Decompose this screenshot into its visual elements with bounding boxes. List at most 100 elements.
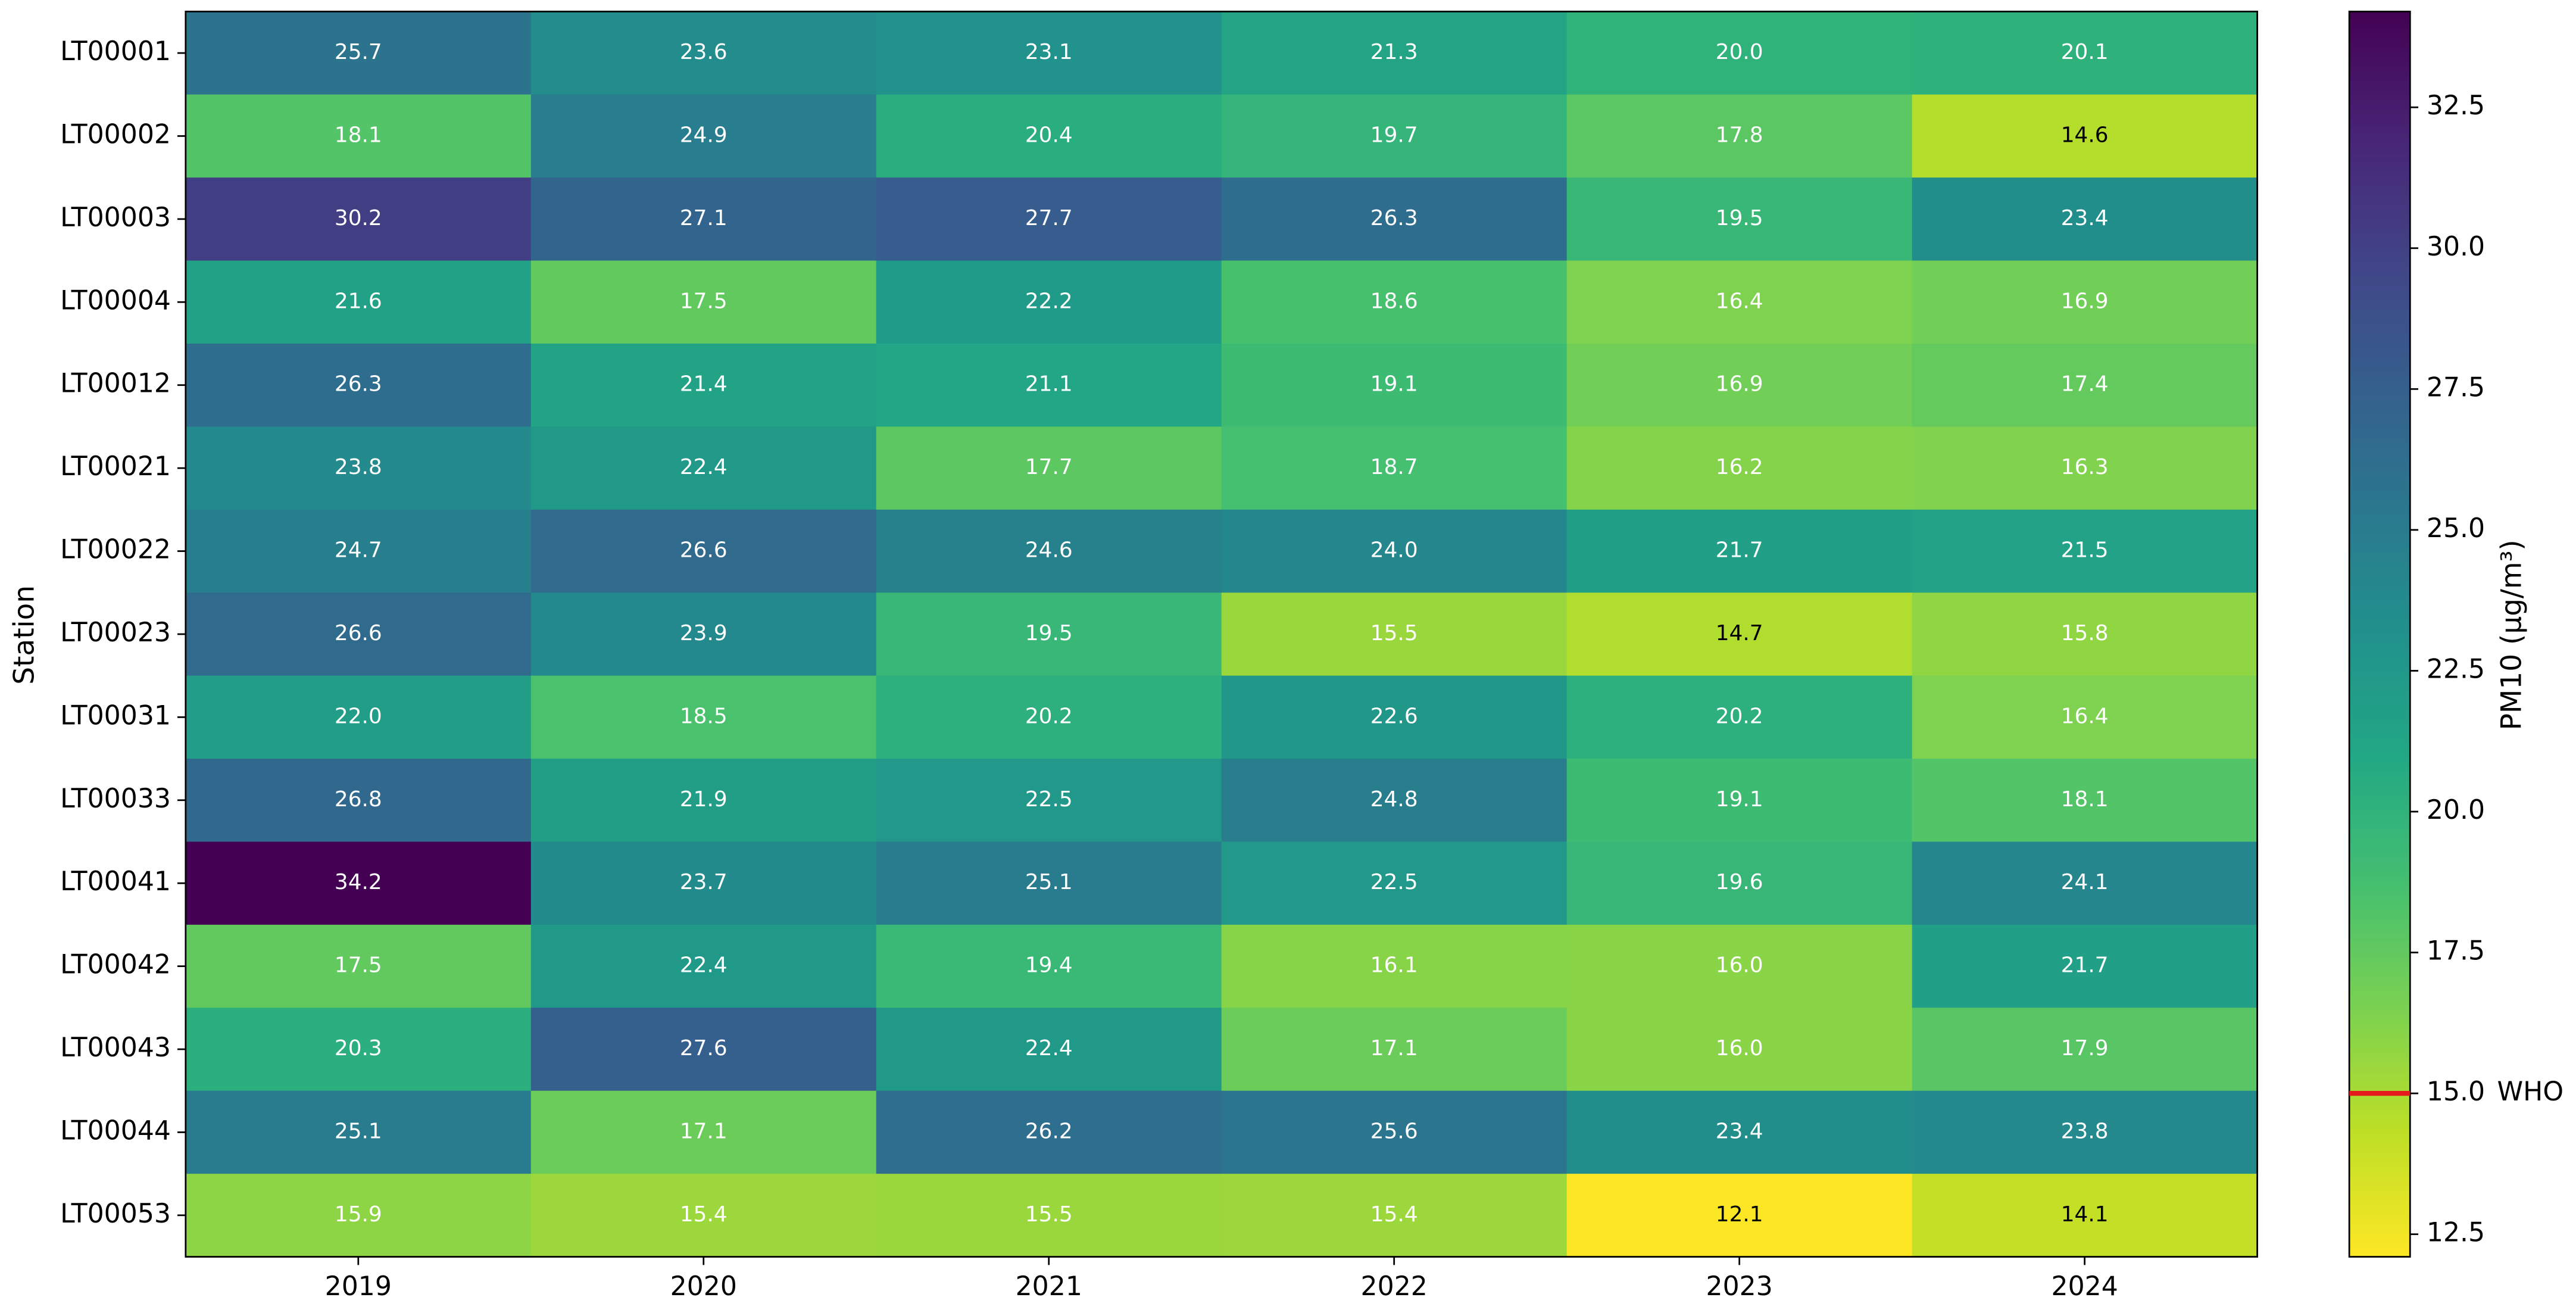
cell-label: 26.6 (335, 621, 382, 645)
heatmap-cell (185, 841, 532, 926)
cell-label: 30.2 (335, 206, 382, 230)
cell-label: 18.1 (2061, 787, 2109, 812)
cell-label: 24.0 (1370, 538, 1418, 563)
heatmap-cell (1912, 924, 2259, 1009)
heatmap-cell (876, 509, 1223, 594)
y-tick-label: LT00001 (60, 36, 171, 67)
heatmap-cell (530, 94, 878, 179)
heatmap-cell (530, 177, 878, 261)
heatmap-cell (1912, 841, 2259, 926)
cell-label: 20.0 (1716, 40, 1763, 64)
heatmap-cell (876, 924, 1223, 1009)
heatmap-cell (530, 759, 878, 843)
heatmap-cell (1566, 1174, 1913, 1258)
cell-label: 24.8 (1370, 787, 1418, 812)
y-tick-label: LT00021 (60, 451, 171, 482)
y-tick-label: LT00043 (60, 1033, 171, 1063)
heatmap-cell (185, 1008, 532, 1092)
cell-label: 21.7 (2061, 953, 2109, 978)
cell-label: 23.6 (680, 40, 727, 64)
cell-label: 23.8 (335, 455, 382, 479)
heatmap-cell (876, 592, 1223, 677)
x-tick-label: 2024 (2052, 1271, 2118, 1302)
cell-label: 21.7 (1716, 538, 1763, 563)
cell-label: 15.8 (2061, 621, 2109, 645)
heatmap-cell (876, 426, 1223, 511)
heatmap-cell (1912, 759, 2259, 843)
cell-label: 16.9 (1716, 372, 1763, 397)
heatmap-cell (185, 177, 532, 261)
colorbar-tick-label: 22.5 (2427, 654, 2485, 684)
cell-label: 18.7 (1370, 455, 1418, 479)
heatmap-cell (185, 759, 532, 843)
heatmap-cell (1221, 1008, 1568, 1092)
cell-label: 21.6 (335, 289, 382, 313)
heatmap-cell (185, 343, 532, 428)
cell-label: 21.5 (2061, 538, 2109, 563)
heatmap-cell (185, 94, 532, 179)
cell-label: 17.1 (1370, 1036, 1418, 1061)
cell-label: 15.5 (1370, 621, 1418, 645)
heatmap-cell (1912, 426, 2259, 511)
y-tick-label: LT00023 (60, 618, 171, 648)
cell-label: 25.7 (335, 40, 382, 64)
cell-label: 19.7 (1370, 123, 1418, 147)
heatmap-cell (1221, 426, 1568, 511)
cell-label: 22.0 (335, 704, 382, 728)
heatmap-cell (1566, 177, 1913, 261)
heatmap-cell (1566, 592, 1913, 677)
cell-label: 27.6 (680, 1036, 727, 1061)
y-tick-label: LT00003 (60, 202, 171, 233)
heatmap-cell (530, 841, 878, 926)
heatmap-cell (530, 592, 878, 677)
cell-label: 18.5 (680, 704, 727, 728)
heatmap-cell (876, 1174, 1223, 1258)
cell-label: 19.1 (1716, 787, 1763, 812)
cell-label: 21.3 (1370, 40, 1418, 64)
heatmap-cell (1566, 924, 1913, 1009)
cell-label: 19.1 (1370, 372, 1418, 397)
cell-label: 26.8 (335, 787, 382, 812)
colorbar-title: PM10 (μg/m³) (2496, 540, 2528, 730)
cell-label: 24.9 (680, 123, 727, 147)
heatmap-cell (1221, 675, 1568, 760)
cell-label: 22.5 (1025, 787, 1073, 812)
heatmap-cell (876, 177, 1223, 261)
heatmap-cell (876, 1090, 1223, 1175)
x-tick-label: 2019 (325, 1271, 392, 1302)
cell-label: 17.5 (680, 289, 727, 313)
cell-label: 23.7 (680, 870, 727, 894)
heatmap-cell (1566, 343, 1913, 428)
colorbar-tick-label: 27.5 (2427, 372, 2485, 403)
heatmap-cell (530, 260, 878, 345)
y-tick-label: LT00041 (60, 866, 171, 897)
cell-label: 26.2 (1025, 1119, 1073, 1143)
colorbar-tick-label: 17.5 (2427, 936, 2485, 966)
cell-label: 16.1 (1370, 953, 1418, 978)
cell-label: 34.2 (335, 870, 382, 894)
y-tick-label: LT00031 (60, 700, 171, 731)
cell-label: 27.7 (1025, 206, 1073, 230)
heatmap-cell (1912, 675, 2259, 760)
colorbar-tick-label: 15.0 (2427, 1077, 2485, 1107)
cell-label: 16.9 (2061, 289, 2109, 313)
cell-label: 16.3 (2061, 455, 2109, 479)
y-tick-label: LT00042 (60, 950, 171, 980)
heatmap-cell (1566, 841, 1913, 926)
cell-label: 14.1 (2061, 1202, 2109, 1227)
y-tick-label: LT00004 (60, 285, 171, 316)
cell-label: 17.5 (335, 953, 382, 978)
heatmap-cell (876, 94, 1223, 179)
cell-label: 19.4 (1025, 953, 1073, 978)
heatmap-cell (185, 592, 532, 677)
cell-label: 16.4 (2061, 704, 2109, 728)
cell-label: 19.5 (1025, 621, 1073, 645)
heatmap-cell (530, 426, 878, 511)
heatmap-cell (1566, 759, 1913, 843)
heatmap-cell (185, 260, 532, 345)
heatmap-cell (1221, 1090, 1568, 1175)
y-tick-label: LT00053 (60, 1199, 171, 1229)
colorbar-tick-label: 20.0 (2427, 795, 2485, 825)
heatmap-cell (1221, 759, 1568, 843)
